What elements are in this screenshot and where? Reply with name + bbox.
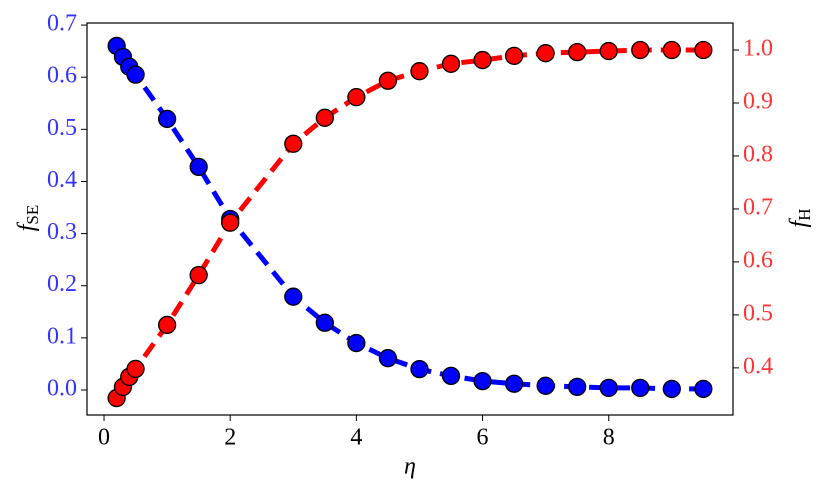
y2-tick-label: 0.4 <box>743 353 773 379</box>
data-point <box>662 40 681 60</box>
series-line <box>114 44 704 392</box>
y-tick-label: 0.0 <box>47 375 77 401</box>
data-point <box>504 46 524 65</box>
y2-tick-label: 0.7 <box>743 194 773 220</box>
data-point <box>599 41 618 61</box>
x-tick-label: 2 <box>224 425 236 451</box>
data-point <box>473 371 492 391</box>
y-tick-label: 0.1 <box>47 323 77 349</box>
x-tick-label: 8 <box>603 425 615 451</box>
x-tick-label: 4 <box>350 425 362 451</box>
data-point <box>631 378 650 398</box>
y-tick-label: 0.6 <box>47 63 77 89</box>
data-point <box>441 366 461 386</box>
data-point <box>410 62 429 81</box>
data-point <box>631 40 650 60</box>
y2-tick-label: 0.6 <box>743 247 773 273</box>
x-tick-label: 0 <box>98 425 110 451</box>
y-tick-label: 0.2 <box>47 271 77 297</box>
y2-tick-label: 0.8 <box>743 141 773 167</box>
y-label-main: f <box>14 221 40 231</box>
data-point <box>284 134 303 153</box>
data-point <box>599 378 618 398</box>
y2-tick-label: 1.0 <box>743 36 773 62</box>
data-point <box>694 379 713 399</box>
data-point <box>126 359 145 379</box>
data-point <box>473 50 492 70</box>
data-point <box>568 42 587 62</box>
data-point <box>410 359 429 379</box>
data-point <box>157 315 177 335</box>
y-axis-label: fSE <box>14 205 42 232</box>
x-axis-label: η <box>404 454 416 480</box>
series-line <box>114 47 704 400</box>
data-point <box>221 213 240 232</box>
data-point <box>536 44 555 63</box>
data-point <box>536 376 555 395</box>
y2-axis-label: fH <box>786 209 814 228</box>
data-point <box>189 157 208 177</box>
y-label-sub: SE <box>23 205 42 225</box>
plot-frame <box>86 22 734 416</box>
data-point <box>126 65 145 84</box>
y2-label-main: f <box>786 217 812 227</box>
data-point <box>157 109 177 129</box>
data-point <box>694 40 713 60</box>
y2-tick-label: 0.9 <box>743 88 773 114</box>
data-point <box>568 377 587 397</box>
y2-tick-label: 0.5 <box>743 300 773 326</box>
data-point <box>378 349 398 368</box>
y-tick-label: 0.4 <box>47 167 77 193</box>
data-point <box>504 374 524 393</box>
x-tick-label: 6 <box>477 425 489 451</box>
data-point <box>315 313 334 332</box>
y-tick-label: 0.7 <box>47 11 77 37</box>
data-point <box>284 287 303 306</box>
data-point <box>662 379 681 399</box>
data-point <box>347 88 366 107</box>
data-point <box>441 54 461 73</box>
y2-label-sub: H <box>795 209 814 221</box>
data-point <box>315 108 334 127</box>
y-tick-label: 0.5 <box>47 115 77 141</box>
data-point <box>378 71 398 90</box>
data-point <box>189 266 208 285</box>
y-tick-label: 0.3 <box>47 219 77 245</box>
data-point <box>347 333 366 353</box>
